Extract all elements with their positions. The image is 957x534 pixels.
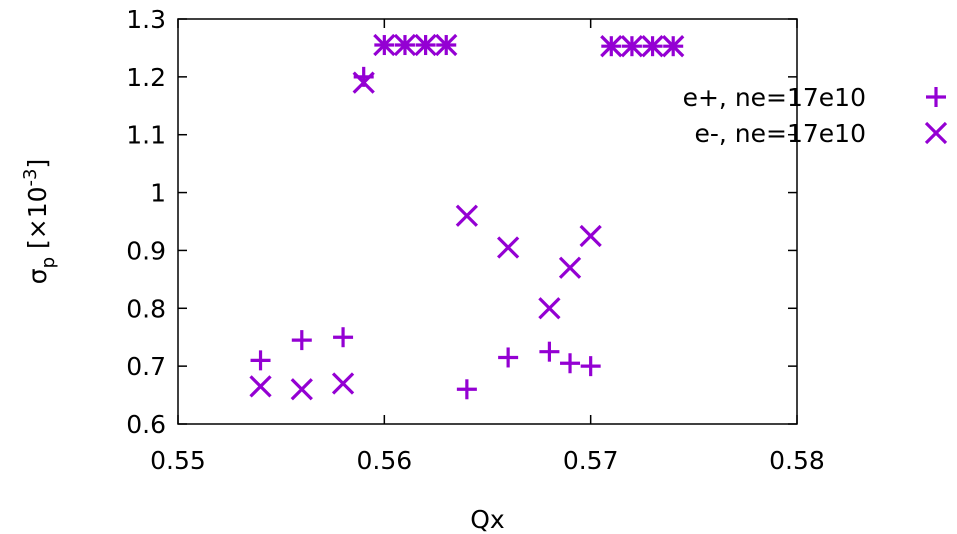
data-point-plus [498,347,519,368]
data-point-cross [620,35,644,58]
data-point-cross [435,33,458,57]
legend-label: e+, ne=17e10 [683,83,866,112]
y-tick-label: 1.2 [126,63,166,92]
y-tick-label: 0.9 [126,236,166,265]
y-tick-label: 0.8 [126,294,166,323]
x-axis-label: Qx [470,505,504,534]
data-point-cross [538,297,561,320]
legend: e+, ne=17e10 e-, ne=17e10 [683,83,948,148]
y-tick-label: 1.3 [126,5,166,34]
data-point-cross [497,236,520,259]
y-tick-label: 1.1 [126,121,166,150]
data-point-cross [331,372,355,395]
x-tick-label: 0.57 [563,446,619,475]
x-tick-label: 0.58 [769,446,825,475]
plot-frame [177,18,798,425]
data-point-cross [249,375,272,398]
y-tick-label: 0.7 [126,352,166,381]
x-tick-label: 0.56 [356,446,412,475]
y-axis-label: σp [×10-3] [20,159,59,284]
data-point-cross [455,204,478,227]
data-point-cross [373,33,396,57]
data-point-cross [662,35,685,58]
data-point-plus [291,330,312,351]
data-points [249,33,685,401]
legend-marker [926,87,946,107]
y-tick-label: 1 [150,179,166,208]
data-point-plus [580,356,601,377]
data-point-cross [290,378,313,401]
x-tick-label: 0.55 [150,446,206,475]
data-point-plus [539,341,560,362]
data-point-cross [414,33,437,57]
data-point-cross [558,256,582,279]
data-point-cross [352,71,375,94]
axes: 0.55 0.56 0.57 0.58 0.6 0.7 0.8 0.9 1 1.1 1.2 1.3 [126,5,825,475]
data-point-cross [579,224,602,248]
legend-label: e-, ne=17e10 [695,119,866,148]
y-tick-label: 0.6 [126,410,166,439]
legend-marker [924,121,948,145]
data-point-plus [560,353,581,374]
data-point-plus [333,327,354,348]
data-point-cross [393,33,417,57]
data-point-cross [600,35,623,58]
data-point-cross [641,35,664,58]
data-point-plus [250,350,271,371]
data-point-plus [456,379,477,400]
